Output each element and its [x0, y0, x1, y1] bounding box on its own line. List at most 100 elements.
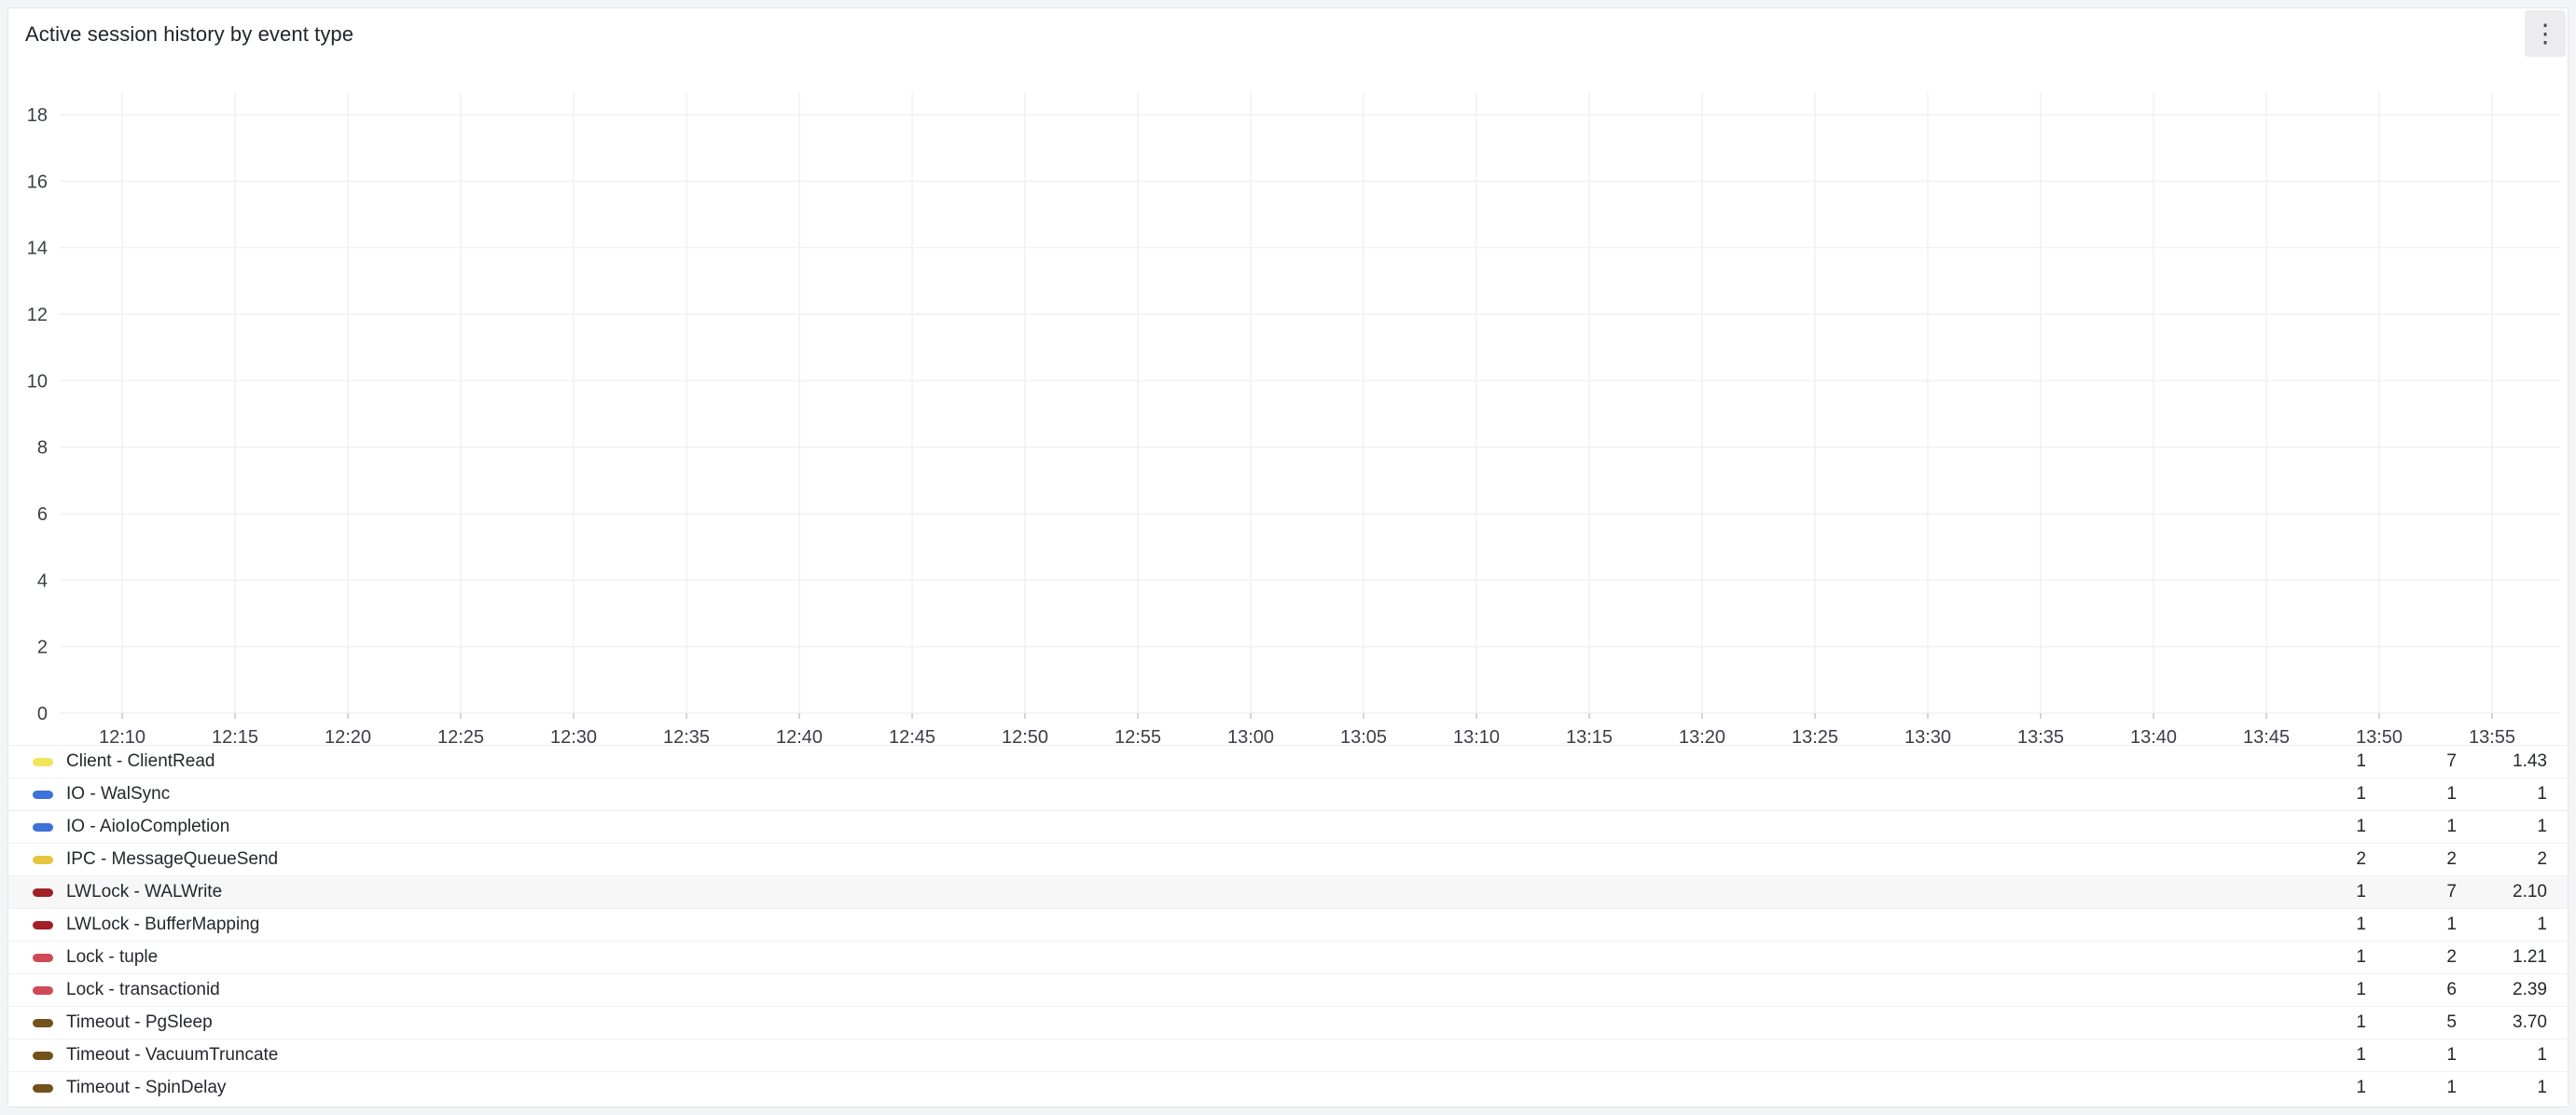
series-stat-value: 1	[2356, 784, 2366, 804]
stacked-bar-chart[interactable]: 0 2 4 6 8 10 12 14 16 18 12:10 12:15 12:20 12:25 12:30…	[8, 61, 2569, 748]
legend-row[interactable]: Client - ClientRead 1 7 1.43	[8, 745, 2568, 778]
series-stat-value: 1	[2537, 784, 2547, 804]
x-tick-label: 12:15	[212, 727, 258, 745]
legend-row[interactable]: Lock - transactionid 1 6 2.39	[8, 973, 2568, 1006]
series-label[interactable]: IO - AioIoCompletion	[66, 817, 230, 836]
legend-row[interactable]: LWLock - WALWrite 1 7 2.10	[8, 875, 2568, 908]
legend-row[interactable]: Lock - tuple 1 2 1.21	[8, 941, 2568, 973]
series-stat-value: 6	[2446, 980, 2457, 999]
series-stat-value: 1	[2537, 817, 2547, 836]
series-label[interactable]: Timeout - PgSleep	[66, 1012, 213, 1032]
series-stat-value: 5	[2446, 1012, 2457, 1032]
series-stat-value: 1.21	[2513, 947, 2547, 967]
x-tick-label: 13:10	[1453, 727, 1500, 745]
series-stat-value: 2	[2356, 849, 2366, 869]
series-stat-value: 1	[2446, 1078, 2457, 1097]
x-tick-label: 12:50	[1002, 727, 1048, 745]
series-stat-value: 1	[2356, 980, 2366, 999]
y-tick-label: 10	[27, 371, 48, 392]
series-stat-value: 2	[2446, 947, 2457, 967]
series-swatch-icon	[33, 855, 53, 864]
x-tick-label: 13:15	[1566, 727, 1613, 745]
legend-row[interactable]: Timeout - VacuumTruncate 1 1 1	[8, 1039, 2568, 1071]
series-swatch-icon	[33, 920, 53, 929]
x-tick-label: 13:50	[2356, 727, 2403, 745]
series-stat-value: 1	[2356, 882, 2366, 902]
x-tick-label: 13:45	[2243, 727, 2290, 745]
y-tick-label: 16	[27, 172, 48, 192]
y-tick-label: 12	[27, 305, 48, 325]
series-stat-value: 1	[2356, 1078, 2366, 1097]
series-stats: 1 1 1	[2276, 817, 2547, 837]
series-stat-value: 1	[2537, 915, 2547, 934]
legend: Client - ClientRead 1 7 1.43 IO - WalSync 1 1 1…	[8, 745, 2568, 1107]
kebab-menu-icon: ⋮	[2532, 19, 2558, 48]
series-swatch-icon	[33, 1018, 53, 1027]
series-stat-value: 1	[2356, 1012, 2366, 1032]
y-tick-label: 6	[37, 504, 48, 525]
legend-row[interactable]: IO - WalSync 1 1 1	[8, 778, 2568, 810]
series-stat-value: 1	[2446, 784, 2457, 804]
series-stat-value: 1	[2356, 947, 2366, 967]
x-tick-label: 13:55	[2469, 727, 2515, 745]
x-tick-label: 12:30	[550, 727, 597, 745]
legend-row[interactable]: Timeout - PgSleep 1 5 3.70	[8, 1006, 2568, 1039]
panel: Active session history by event type ⋮ 0…	[7, 7, 2569, 1108]
x-tick-label: 12:55	[1115, 727, 1161, 745]
series-stats: 2 2 2	[2276, 849, 2547, 870]
series-stat-value: 1	[2537, 1078, 2547, 1097]
legend-row[interactable]: LWLock - BufferMapping 1 1 1	[8, 908, 2568, 941]
x-tick-label: 12:20	[325, 727, 371, 745]
y-tick-label: 14	[27, 239, 48, 259]
x-tick-label: 13:05	[1340, 727, 1387, 745]
series-swatch-icon	[33, 1083, 53, 1093]
series-swatch-icon	[33, 953, 53, 962]
series-swatch-icon	[33, 1051, 53, 1060]
series-stats: 1 5 3.70	[2276, 1012, 2547, 1033]
chart-canvas: 0 2 4 6 8 10 12 14 16 18 12:10 12:15 12:20 12:25 12:30…	[27, 92, 2560, 748]
x-tick-label: 12:45	[889, 727, 935, 745]
series-stat-value: 7	[2446, 882, 2457, 902]
series-swatch-icon	[33, 757, 53, 766]
series-stat-value: 1	[2446, 915, 2457, 934]
y-tick-label: 2	[37, 638, 48, 658]
x-tick-label: 12:40	[776, 727, 823, 745]
series-label[interactable]: LWLock - WALWrite	[66, 882, 223, 902]
series-stats: 1 1 1	[2276, 784, 2547, 805]
series-stats: 1 6 2.39	[2276, 980, 2547, 1000]
series-stat-value: 1.43	[2513, 751, 2547, 771]
series-label[interactable]: Timeout - VacuumTruncate	[66, 1045, 279, 1065]
series-swatch-icon	[33, 822, 53, 832]
series-stat-value: 2	[2446, 849, 2457, 869]
series-label[interactable]: LWLock - BufferMapping	[66, 915, 260, 934]
series-stat-value: 1	[2537, 1045, 2547, 1065]
y-tick-label: 4	[37, 571, 48, 591]
legend-row[interactable]: Timeout - SpinDelay 1 1 1	[8, 1071, 2568, 1104]
legend-row[interactable]: IPC - MessageQueueSend 2 2 2	[8, 843, 2568, 875]
series-stats: 1 1 1	[2276, 1045, 2547, 1066]
x-tick-label: 13:35	[2017, 727, 2064, 745]
series-label[interactable]: Lock - tuple	[66, 947, 159, 967]
series-label[interactable]: Client - ClientRead	[66, 751, 215, 771]
y-tick-label: 0	[37, 704, 48, 724]
series-stat-value: 2.10	[2513, 882, 2547, 902]
panel-header: Active session history by event type ⋮	[8, 8, 2568, 61]
x-tick-label: 12:25	[437, 727, 484, 745]
x-tick-label: 13:20	[1679, 727, 1725, 745]
series-label[interactable]: IO - WalSync	[66, 784, 171, 804]
panel-menu-button[interactable]: ⋮	[2525, 10, 2566, 57]
series-stat-value: 2.39	[2513, 980, 2547, 999]
series-stats: 1 1 1	[2276, 1078, 2547, 1098]
series-swatch-icon	[33, 985, 53, 995]
series-stat-value: 1	[2356, 915, 2366, 934]
x-tick-label: 12:35	[663, 727, 710, 745]
series-label[interactable]: Lock - transactionid	[66, 980, 220, 999]
series-stat-value: 1	[2356, 751, 2366, 771]
series-stat-value: 2	[2537, 849, 2547, 869]
legend-row[interactable]: IO - AioIoCompletion 1 1 1	[8, 810, 2568, 843]
series-stat-value: 7	[2446, 751, 2457, 771]
series-label[interactable]: Timeout - SpinDelay	[66, 1078, 227, 1097]
series-stat-value: 1	[2446, 817, 2457, 836]
series-label[interactable]: IPC - MessageQueueSend	[66, 849, 279, 869]
panel-title[interactable]: Active session history by event type	[25, 22, 354, 46]
